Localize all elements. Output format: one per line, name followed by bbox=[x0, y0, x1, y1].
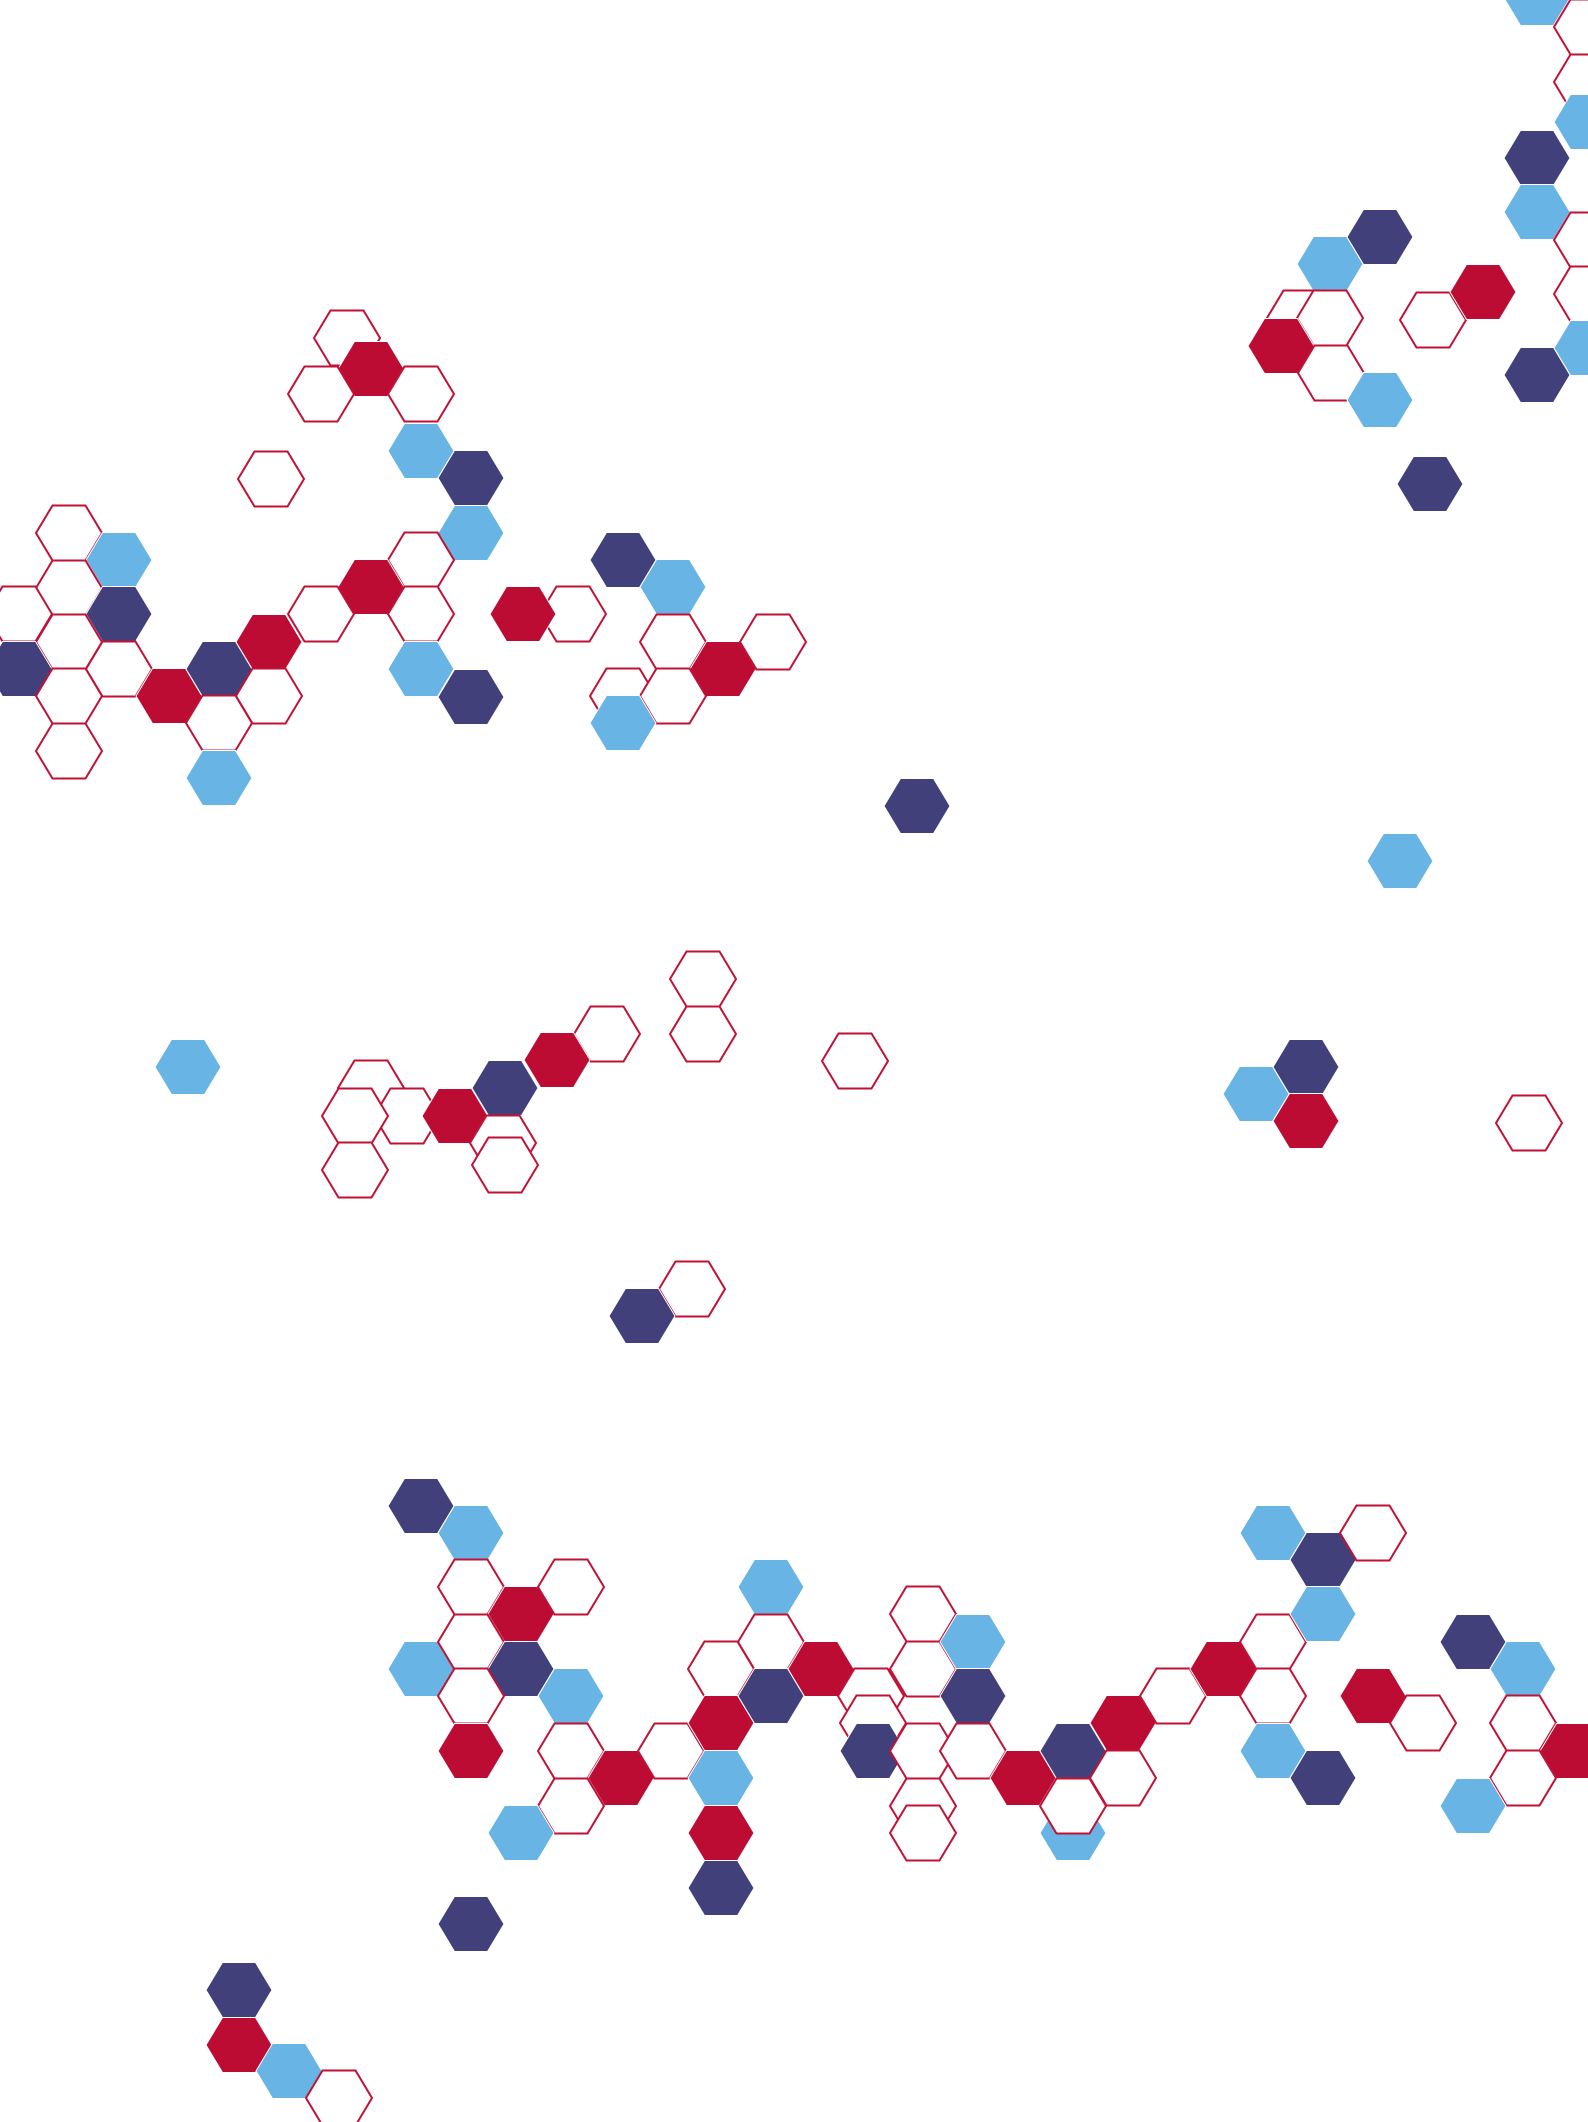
sky-hexagon bbox=[589, 695, 657, 751]
outline-hexagon bbox=[286, 365, 356, 423]
outline-hexagon bbox=[572, 1005, 642, 1063]
red-hexagon bbox=[1272, 1093, 1340, 1149]
outline-hexagon bbox=[286, 585, 356, 643]
navy-hexagon bbox=[205, 1962, 273, 2018]
sky-hexagon bbox=[154, 1039, 222, 1095]
outline-hexagon bbox=[1494, 1094, 1564, 1152]
outline-hexagon bbox=[320, 1141, 390, 1199]
outline-hexagon bbox=[1088, 1749, 1158, 1807]
sky-hexagon bbox=[737, 1559, 805, 1615]
navy-hexagon bbox=[687, 1860, 755, 1916]
navy-hexagon bbox=[883, 778, 951, 834]
sky-hexagon bbox=[185, 750, 253, 806]
sky-hexagon bbox=[1553, 94, 1588, 150]
outline-hexagon bbox=[820, 1032, 890, 1090]
navy-hexagon bbox=[437, 1896, 505, 1952]
sky-hexagon bbox=[1504, 0, 1570, 26]
outline-hexagon bbox=[386, 365, 456, 423]
outline-hexagon bbox=[536, 1558, 606, 1616]
sky-hexagon bbox=[487, 1805, 555, 1861]
red-hexagon bbox=[437, 1723, 505, 1779]
navy-hexagon bbox=[737, 1668, 805, 1724]
outline-hexagon bbox=[668, 1005, 738, 1063]
outline-hexagon bbox=[234, 667, 304, 725]
sky-hexagon bbox=[387, 641, 455, 697]
sky-hexagon bbox=[1346, 372, 1414, 428]
navy-hexagon bbox=[1346, 209, 1414, 265]
outline-hexagon bbox=[304, 2069, 374, 2122]
outline-hexagon bbox=[1388, 1694, 1458, 1752]
red-hexagon bbox=[687, 1805, 755, 1861]
sky-hexagon bbox=[1439, 1778, 1507, 1834]
outline-hexagon bbox=[538, 585, 608, 643]
outline-hexagon bbox=[536, 1777, 606, 1835]
sky-hexagon bbox=[1289, 1586, 1357, 1642]
red-hexagon bbox=[523, 1032, 591, 1088]
red-hexagon bbox=[489, 586, 557, 642]
outline-hexagon bbox=[1552, 265, 1588, 323]
navy-hexagon bbox=[1503, 347, 1571, 403]
navy-hexagon bbox=[1503, 130, 1571, 186]
navy-hexagon bbox=[1289, 1750, 1357, 1806]
outline-hexagon bbox=[1398, 291, 1468, 349]
outline-hexagon bbox=[1338, 1504, 1408, 1562]
outline-hexagon bbox=[657, 1260, 727, 1318]
sky-hexagon bbox=[1366, 833, 1434, 889]
outline-hexagon bbox=[236, 450, 306, 508]
outline-hexagon bbox=[638, 667, 708, 725]
outline-hexagon bbox=[888, 1804, 958, 1862]
navy-hexagon bbox=[437, 669, 505, 725]
outline-hexagon bbox=[470, 1136, 540, 1194]
navy-hexagon bbox=[1396, 456, 1464, 512]
outline-hexagon bbox=[738, 613, 808, 671]
red-hexagon bbox=[1449, 264, 1517, 320]
outline-hexagon bbox=[34, 722, 104, 780]
outline-hexagon bbox=[1488, 1749, 1558, 1807]
outline-hexagon bbox=[668, 950, 738, 1008]
navy-hexagon bbox=[608, 1288, 676, 1344]
